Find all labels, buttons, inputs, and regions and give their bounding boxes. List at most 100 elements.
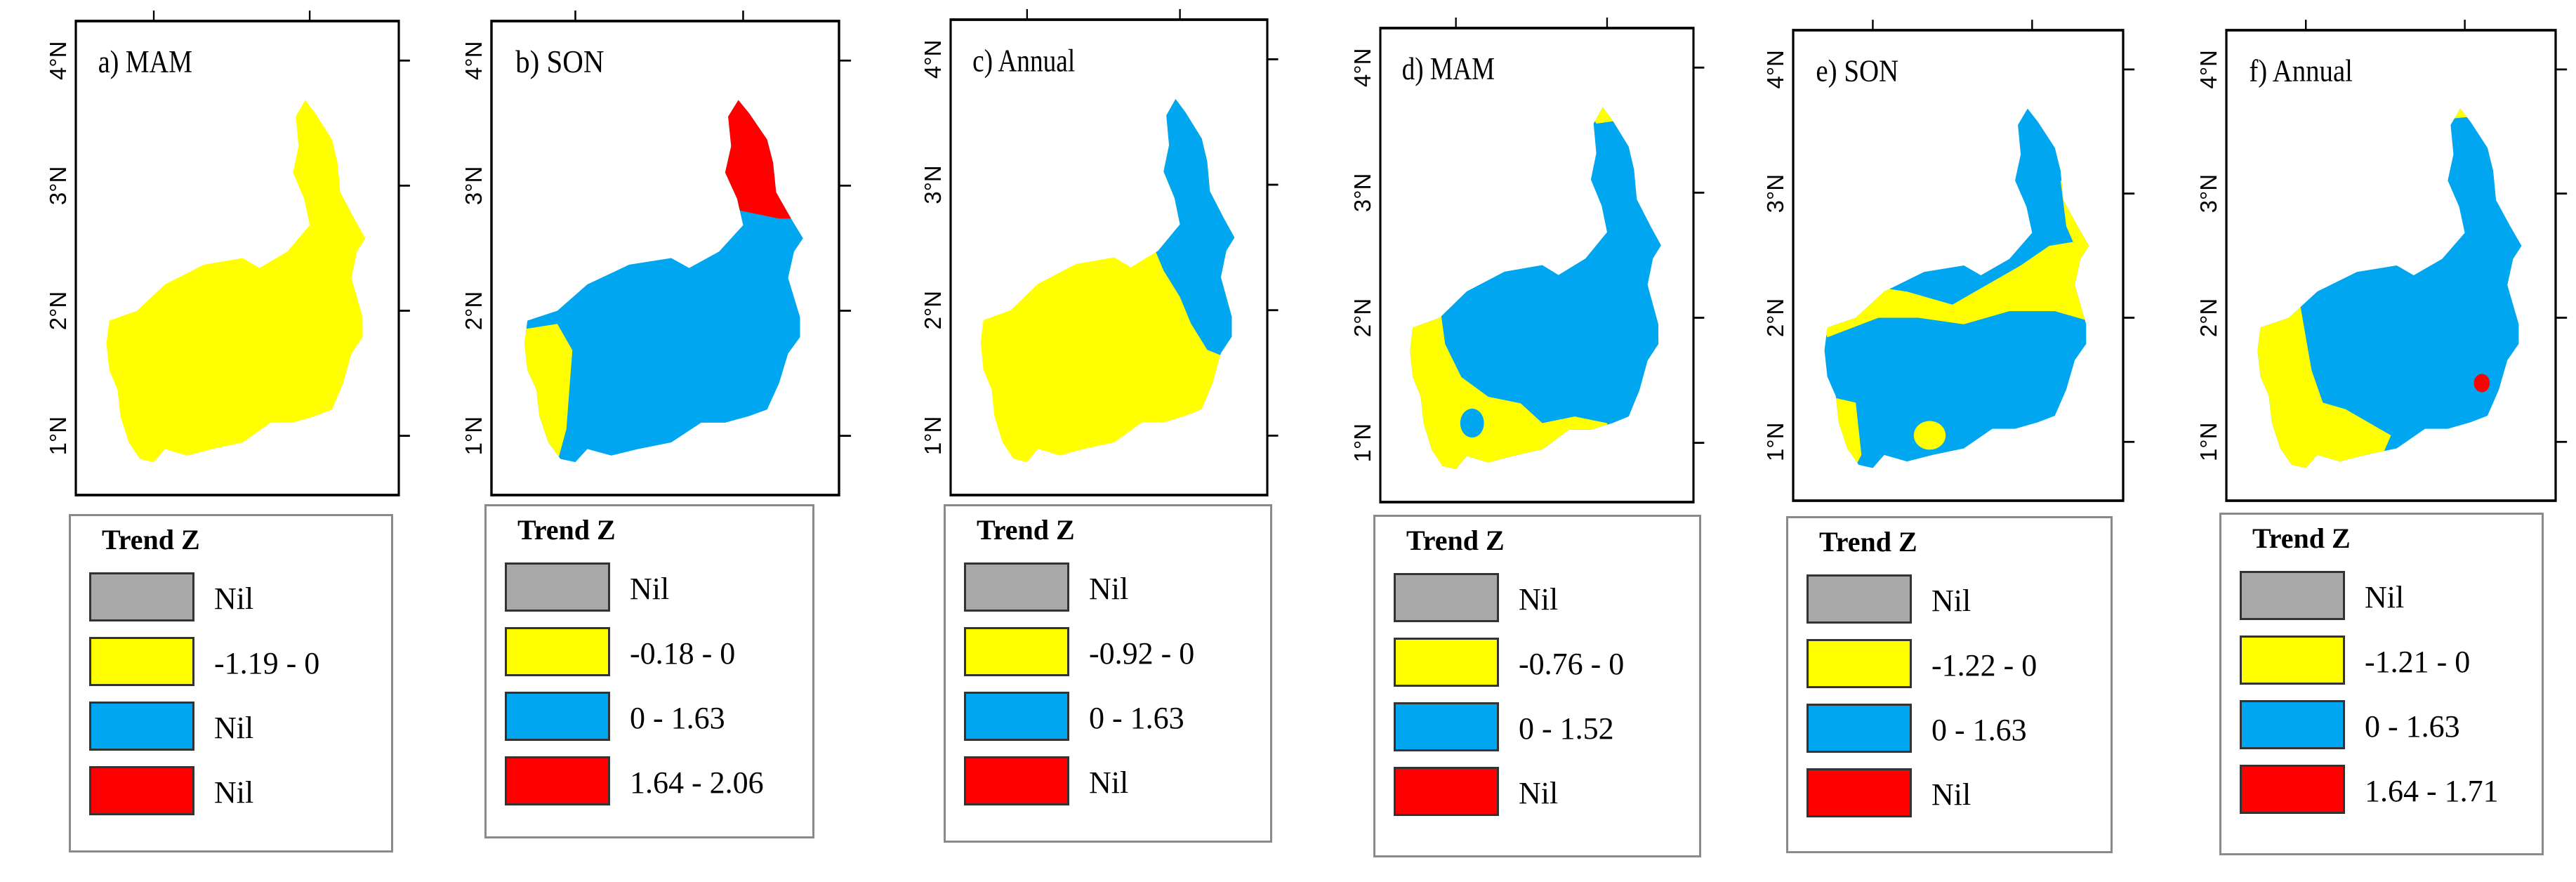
lat-tick-label: 4°N — [920, 40, 946, 79]
legend-swatch-negative — [2240, 636, 2345, 685]
legend-swatch-significant — [1394, 767, 1499, 816]
legend-box: Trend Z Nil -0.18 - 0 0 - 1.63 1.64 - 2.06 — [484, 504, 814, 838]
legend-row-negative: -0.92 - 0 — [964, 627, 1329, 680]
panel-label: c) Annual — [972, 43, 1075, 79]
legend-label: 0 - 1.63 — [630, 701, 725, 735]
legend-row-significant: 1.64 - 1.71 — [2240, 765, 2576, 818]
legend-row-nil: Nil — [1806, 574, 2172, 628]
lat-tick-label: 3°N — [1349, 173, 1375, 212]
legend-swatch-positive — [1394, 702, 1499, 751]
legend-row-positive: 0 - 1.63 — [505, 692, 870, 745]
legend-label: -1.21 - 0 — [2365, 645, 2471, 679]
legend-title: Trend Z — [102, 524, 200, 555]
legend-swatch-negative — [1394, 638, 1499, 687]
map-panel-4: e) SON 4°N 3°N 2°N 1°N — [1762, 20, 2135, 502]
legend-row-significant: Nil — [89, 766, 454, 820]
legend-label: Nil — [1089, 572, 1129, 606]
lat-tick-label: 3°N — [1762, 174, 1788, 213]
lat-tick-label: 2°N — [920, 291, 946, 329]
legend-label: Nil — [214, 775, 254, 810]
legend-label: Nil — [214, 711, 254, 745]
lat-tick-label: 4°N — [1349, 48, 1375, 87]
lat-tick-label: 2°N — [461, 291, 487, 330]
legend-row-nil: Nil — [89, 572, 454, 626]
negative-trend-spot — [1913, 421, 1946, 450]
legend-swatch-nil — [505, 562, 610, 612]
legend-swatch-negative — [1806, 639, 1912, 688]
legend-title: Trend Z — [977, 514, 1075, 546]
legend-title: Trend Z — [2252, 522, 2351, 554]
negative-trend-zone-west — [2257, 304, 2391, 468]
legend-swatch-significant — [2240, 765, 2345, 814]
legend-swatch-positive — [1806, 704, 1912, 753]
legend-row-significant: Nil — [1806, 768, 2172, 822]
legend-row-positive: Nil — [89, 702, 454, 755]
legend-row-positive: 0 - 1.63 — [964, 692, 1329, 745]
legend-swatch-negative — [964, 627, 1069, 676]
legend-row-significant: 1.64 - 2.06 — [505, 756, 870, 810]
legend-box: Trend Z Nil -1.21 - 0 0 - 1.63 1.64 - 1.71 — [2219, 513, 2544, 855]
legend-label: 0 - 1.63 — [2365, 709, 2460, 744]
legend-swatch-positive — [89, 702, 194, 751]
panel-label: a) MAM — [98, 45, 192, 80]
legend-label: Nil — [1931, 584, 1971, 618]
legend-label: -0.18 - 0 — [630, 636, 736, 671]
lat-tick-label: 3°N — [461, 166, 487, 205]
map-panel-5: f) Annual 4°N 3°N 2°N 1°N — [2195, 20, 2568, 502]
legend-swatch-nil — [1394, 573, 1499, 622]
lat-tick-label: 2°N — [1349, 298, 1375, 337]
study-region — [2257, 108, 2522, 468]
legend-label: -0.92 - 0 — [1089, 636, 1195, 671]
legend-title: Trend Z — [1819, 526, 1917, 558]
legend-swatch-positive — [2240, 700, 2345, 749]
legend-row-significant: Nil — [1394, 767, 1759, 820]
legend-label: Nil — [214, 581, 254, 616]
legend-label: 0 - 1.52 — [1519, 711, 1614, 746]
legend-label: Nil — [1519, 776, 1559, 810]
legend-row-nil: Nil — [2240, 571, 2576, 624]
legend-row-negative: -1.22 - 0 — [1806, 639, 2172, 692]
lat-tick-label: 1°N — [461, 416, 487, 455]
legend-box: Trend Z Nil -1.22 - 0 0 - 1.63 Nil — [1786, 516, 2113, 853]
lat-tick-label: 4°N — [461, 41, 487, 80]
study-region — [1824, 108, 2089, 468]
panel-label: d) MAM — [1402, 51, 1495, 87]
legend-swatch-negative — [505, 627, 610, 676]
lat-tick-label: 4°N — [1762, 50, 1788, 88]
panel-label: b) SON — [515, 45, 604, 79]
legend-box: Trend Z Nil -0.76 - 0 0 - 1.52 Nil — [1373, 515, 1701, 857]
significant-trend-spot — [2473, 374, 2490, 393]
negative-trend-band — [1824, 239, 2089, 338]
legend-row-negative: -1.19 - 0 — [89, 637, 454, 690]
legend-row-nil: Nil — [505, 562, 870, 616]
legend-label: Nil — [1931, 777, 1971, 812]
legend-row-positive: 0 - 1.63 — [2240, 700, 2576, 753]
legend-row-negative: -0.76 - 0 — [1394, 638, 1759, 691]
study-region — [106, 100, 366, 463]
legend-row-nil: Nil — [1394, 573, 1759, 626]
legend-box: Trend Z Nil -1.19 - 0 Nil Nil — [69, 514, 393, 853]
lat-tick-label: 2°N — [1762, 298, 1788, 337]
legend-row-significant: Nil — [964, 756, 1329, 810]
legend-title: Trend Z — [1406, 525, 1505, 556]
lat-tick-label: 1°N — [2195, 423, 2221, 461]
legend-label: Nil — [1519, 582, 1559, 617]
legend-row-positive: 0 - 1.52 — [1394, 702, 1759, 756]
legend-label: Nil — [1089, 765, 1129, 800]
legend-swatch-nil — [1806, 574, 1912, 624]
legend-swatch-nil — [964, 562, 1069, 612]
lat-tick-label: 4°N — [2195, 50, 2221, 88]
legend-swatch-significant — [89, 766, 194, 815]
lat-tick-label: 1°N — [45, 416, 71, 455]
lat-tick-label: 1°N — [1762, 423, 1788, 461]
lat-tick-label: 3°N — [45, 166, 71, 205]
legend-label: Nil — [630, 572, 670, 606]
legend-swatch-significant — [505, 756, 610, 805]
legend-label: 1.64 - 2.06 — [630, 765, 764, 800]
map-panel-1: b) SON 4°N 3°N 2°N 1°N — [461, 10, 852, 496]
legend-row-nil: Nil — [964, 562, 1329, 616]
legend-swatch-negative — [89, 637, 194, 686]
lat-tick-label: 2°N — [2195, 298, 2221, 337]
legend-box: Trend Z Nil -0.92 - 0 0 - 1.63 Nil — [944, 504, 1272, 843]
legend-label: -1.19 - 0 — [214, 646, 320, 680]
